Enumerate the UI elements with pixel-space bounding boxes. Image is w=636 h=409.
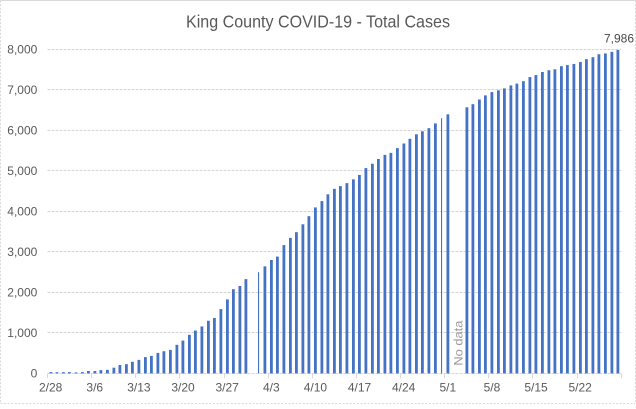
svg-text:4,000: 4,000	[7, 205, 37, 219]
svg-text:3/20: 3/20	[171, 381, 195, 395]
svg-text:King County COVID-19 - Total C: King County COVID-19 - Total Cases	[186, 12, 450, 32]
svg-text:4/10: 4/10	[304, 381, 328, 395]
svg-text:0: 0	[31, 367, 38, 381]
svg-text:3/6: 3/6	[86, 381, 103, 395]
svg-text:5/1: 5/1	[439, 381, 456, 395]
svg-text:5/22: 5/22	[569, 381, 593, 395]
svg-text:5/15: 5/15	[524, 381, 548, 395]
svg-text:3,000: 3,000	[7, 245, 37, 259]
svg-text:3/27: 3/27	[215, 381, 239, 395]
svg-text:5,000: 5,000	[7, 164, 37, 178]
svg-text:4/24: 4/24	[392, 381, 416, 395]
svg-text:6,000: 6,000	[7, 124, 37, 138]
svg-text:5/8: 5/8	[484, 381, 501, 395]
svg-text:No data: No data	[454, 320, 466, 366]
svg-text:4/3: 4/3	[263, 381, 280, 395]
svg-text:2,000: 2,000	[7, 286, 37, 300]
svg-text:4/17: 4/17	[348, 381, 372, 395]
svg-text:2/28: 2/28	[39, 381, 63, 395]
svg-text:7,986: 7,986	[604, 32, 634, 46]
svg-text:1,000: 1,000	[7, 326, 37, 340]
svg-text:3/13: 3/13	[127, 381, 151, 395]
svg-text:7,000: 7,000	[7, 83, 37, 97]
svg-text:8,000: 8,000	[7, 43, 37, 57]
